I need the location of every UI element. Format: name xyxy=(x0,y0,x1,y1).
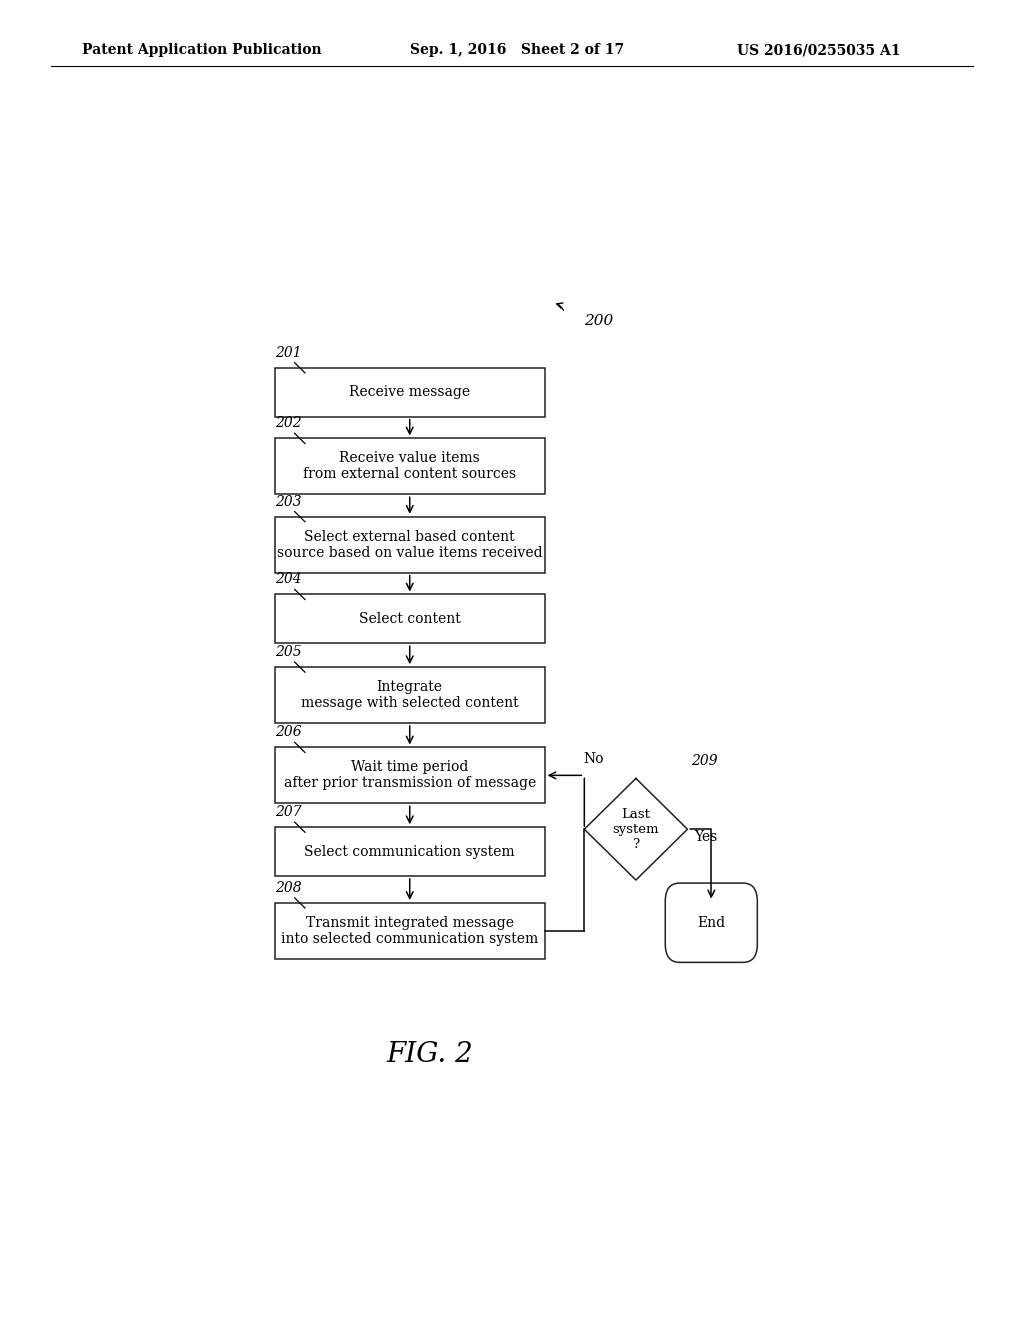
FancyBboxPatch shape xyxy=(274,516,545,573)
Text: Select external based content
source based on value items received: Select external based content source bas… xyxy=(276,529,543,560)
Text: 202: 202 xyxy=(274,416,301,430)
FancyBboxPatch shape xyxy=(274,828,545,876)
Text: 200: 200 xyxy=(585,314,613,329)
Text: 206: 206 xyxy=(274,725,301,739)
Text: 203: 203 xyxy=(274,495,301,508)
Text: 208: 208 xyxy=(274,880,301,895)
Text: Receive message: Receive message xyxy=(349,385,470,399)
Text: Wait time period
after prior transmission of message: Wait time period after prior transmissio… xyxy=(284,760,536,791)
Text: Patent Application Publication: Patent Application Publication xyxy=(82,44,322,57)
Text: Transmit integrated message
into selected communication system: Transmit integrated message into selecte… xyxy=(282,916,539,946)
FancyBboxPatch shape xyxy=(274,438,545,494)
Text: Sep. 1, 2016   Sheet 2 of 17: Sep. 1, 2016 Sheet 2 of 17 xyxy=(410,44,624,57)
Text: FIG. 2: FIG. 2 xyxy=(386,1041,473,1068)
FancyBboxPatch shape xyxy=(274,368,545,417)
Text: End: End xyxy=(697,916,725,929)
Text: Receive value items
from external content sources: Receive value items from external conten… xyxy=(303,451,516,482)
Text: Yes: Yes xyxy=(694,830,717,845)
Text: 209: 209 xyxy=(691,754,718,768)
Text: 207: 207 xyxy=(274,805,301,818)
Text: Integrate
message with selected content: Integrate message with selected content xyxy=(301,680,518,710)
Text: 201: 201 xyxy=(274,346,301,359)
Text: Select content: Select content xyxy=(358,612,461,626)
FancyBboxPatch shape xyxy=(274,594,545,643)
Text: Select communication system: Select communication system xyxy=(304,845,515,858)
FancyBboxPatch shape xyxy=(666,883,758,962)
Text: 205: 205 xyxy=(274,645,301,659)
FancyBboxPatch shape xyxy=(274,747,545,804)
Text: No: No xyxy=(584,752,604,766)
Text: Last
system
?: Last system ? xyxy=(612,808,659,850)
Text: 204: 204 xyxy=(274,573,301,586)
FancyBboxPatch shape xyxy=(274,903,545,958)
Text: US 2016/0255035 A1: US 2016/0255035 A1 xyxy=(737,44,901,57)
FancyBboxPatch shape xyxy=(274,667,545,723)
